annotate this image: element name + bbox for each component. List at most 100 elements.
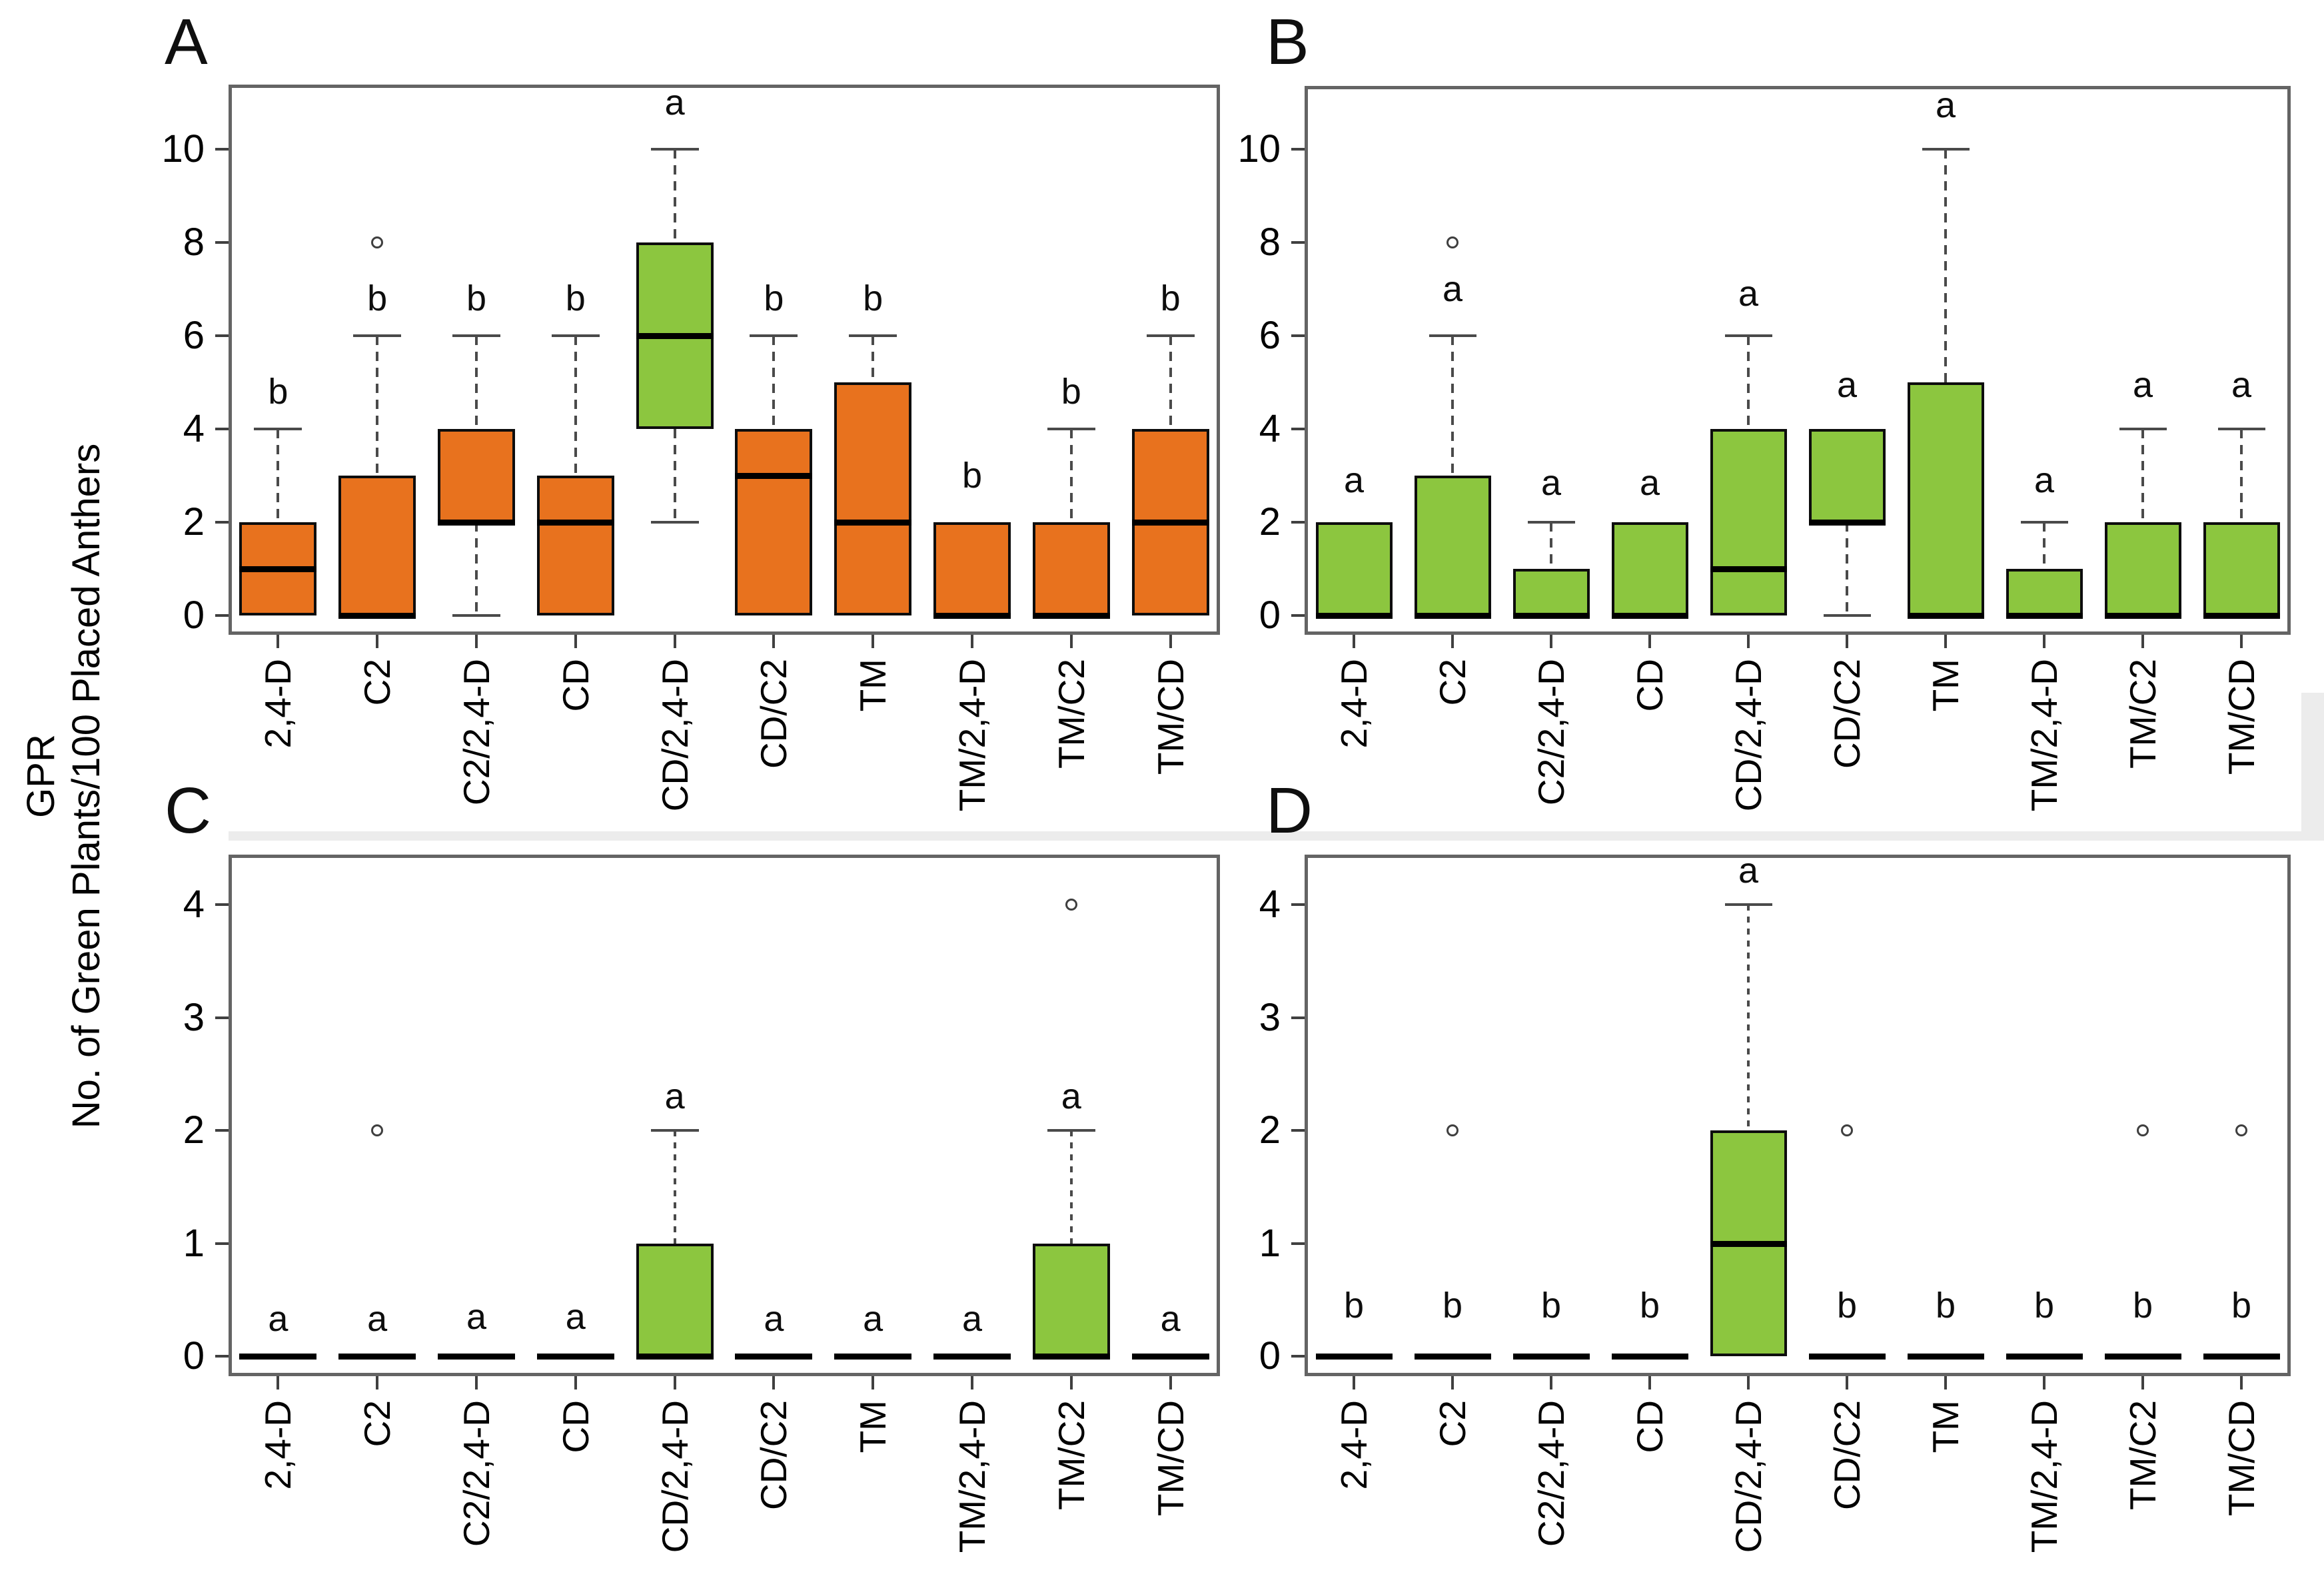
- median-line: [2006, 613, 2083, 619]
- whisker-cap: [551, 334, 600, 337]
- box-B-8: [2006, 569, 2083, 615]
- whisker-cap: [353, 334, 402, 337]
- x-tick: [772, 1376, 776, 1390]
- whisker-upper: [2240, 429, 2243, 522]
- box-B-7: [1907, 382, 1984, 615]
- y-tick: [1291, 241, 1305, 244]
- outlier-point: [371, 1124, 384, 1136]
- x-tick: [475, 635, 478, 648]
- median-line: [1131, 520, 1209, 526]
- median-line: [1512, 1354, 1590, 1360]
- significance-letter: a: [1343, 460, 1365, 500]
- whisker-cap: [1823, 614, 1871, 617]
- x-tick-label: TM/CD: [2221, 659, 2262, 775]
- significance-letter: a: [466, 1296, 487, 1337]
- box-B-5: [1710, 429, 1787, 615]
- whisker-cap: [650, 521, 699, 524]
- y-tick: [1291, 521, 1305, 524]
- x-tick-label: CD/C2: [753, 1400, 795, 1511]
- median-line: [1907, 613, 1984, 619]
- box-B-3: [1512, 569, 1590, 615]
- whisker-upper: [772, 336, 776, 429]
- box-A-6: [735, 429, 813, 615]
- box-A-9: [1032, 522, 1110, 615]
- significance-letter: b: [1935, 1285, 1956, 1326]
- whisker-upper: [673, 1130, 676, 1244]
- x-tick: [1353, 635, 1355, 648]
- x-tick: [277, 635, 280, 648]
- x-tick: [574, 1376, 577, 1390]
- x-tick-label: TM/2,4-D: [951, 659, 993, 812]
- whisker-upper: [2043, 522, 2045, 569]
- x-tick-label: C2: [1432, 659, 1473, 706]
- significance-letter: b: [2132, 1285, 2153, 1326]
- whisker-cap: [1724, 334, 1772, 337]
- significance-letter: a: [1738, 274, 1759, 314]
- box-B-6: [1808, 429, 1886, 522]
- significance-letter: a: [2231, 364, 2252, 405]
- median-line: [239, 1354, 317, 1360]
- y-tick: [1291, 1129, 1305, 1132]
- median-line: [239, 566, 317, 572]
- significance-letter: a: [664, 83, 685, 123]
- y-tick-label: 0: [1259, 594, 1281, 637]
- x-tick-label: C2: [356, 659, 398, 706]
- y-tick: [215, 241, 229, 244]
- significance-letter: b: [2034, 1285, 2055, 1326]
- y-tick-label: 2: [183, 1108, 205, 1152]
- y-tick-label: 0: [1259, 1334, 1281, 1378]
- median-line: [536, 520, 614, 526]
- x-tick: [2043, 635, 2045, 648]
- significance-letter: b: [1442, 1285, 1463, 1326]
- median-line: [2104, 1354, 2181, 1360]
- outlier-point: [371, 236, 384, 248]
- significance-letter: a: [2132, 364, 2153, 405]
- y-tick-label: 4: [183, 407, 205, 450]
- x-tick-label: CD/C2: [1826, 1400, 1868, 1511]
- median-line: [2203, 1354, 2280, 1360]
- x-tick-label: CD: [1629, 1400, 1670, 1453]
- x-tick-label: CD/2,4-D: [1728, 1400, 1769, 1553]
- box-A-2: [338, 476, 416, 615]
- x-tick-label: 2,4-D: [1333, 1400, 1375, 1490]
- x-tick-label: C2/2,4-D: [1530, 1400, 1572, 1547]
- y-axis-label-units: No. of Green Plants/100 Placed Anthers: [65, 443, 108, 1129]
- y-tick-label: 4: [1259, 407, 1281, 450]
- whisker-cap: [1047, 1129, 1095, 1132]
- median-line: [338, 613, 416, 619]
- significance-letter: a: [2034, 460, 2055, 500]
- x-tick: [1169, 1376, 1172, 1390]
- x-tick: [1747, 1376, 1750, 1390]
- x-tick-label: C2/2,4-D: [1530, 659, 1572, 806]
- whisker-lower: [673, 429, 676, 522]
- significance-letter: a: [764, 1299, 784, 1340]
- x-tick: [673, 635, 676, 648]
- x-tick: [1451, 635, 1454, 648]
- whisker-upper: [1550, 522, 1552, 569]
- x-tick: [971, 635, 973, 648]
- whisker-cap: [1429, 334, 1476, 337]
- outlier-point: [2235, 1124, 2247, 1136]
- significance-letter: b: [565, 278, 586, 318]
- y-tick: [215, 148, 229, 151]
- y-tick: [1291, 903, 1305, 906]
- median-line: [636, 333, 714, 339]
- median-line: [1131, 1354, 1209, 1360]
- x-tick-label: TM: [852, 659, 894, 712]
- x-tick: [1550, 635, 1552, 648]
- whisker-upper: [475, 336, 478, 429]
- x-tick-label: CD/2,4-D: [654, 1400, 696, 1553]
- x-tick: [1353, 1376, 1355, 1390]
- x-tick: [1747, 635, 1750, 648]
- x-tick-label: TM: [1925, 1400, 1966, 1453]
- y-tick-label: 0: [183, 1334, 205, 1378]
- x-tick-label: CD/C2: [753, 659, 795, 769]
- whisker-upper: [872, 336, 875, 382]
- median-line: [1414, 1354, 1491, 1360]
- y-tick: [1291, 1355, 1305, 1358]
- y-tick-label: 0: [183, 594, 205, 637]
- whisker-lower: [475, 522, 478, 615]
- significance-letter: a: [1836, 364, 1858, 405]
- y-axis-label-gpr: GPR: [19, 734, 63, 818]
